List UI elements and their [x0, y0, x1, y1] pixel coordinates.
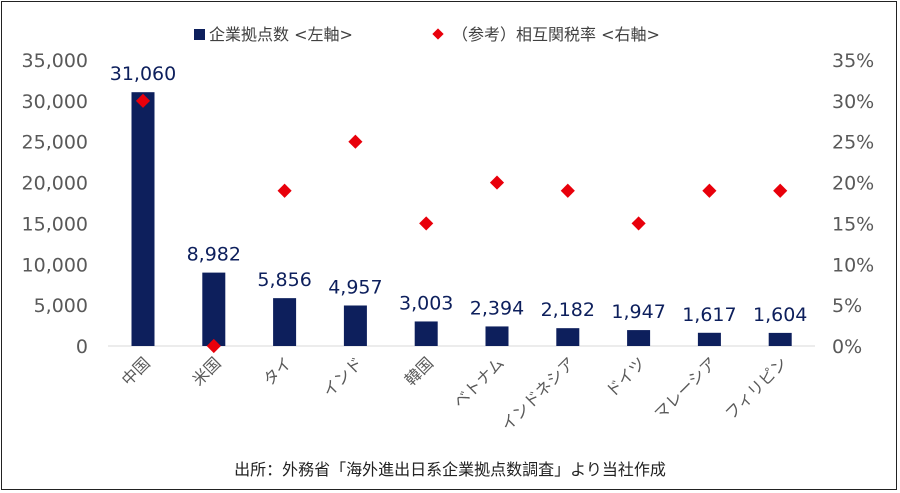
bar-value-label: 5,856: [257, 269, 311, 291]
bar: [131, 92, 155, 346]
left-tick-label: 15,000: [22, 213, 88, 235]
bar-value-label: 1,617: [682, 304, 736, 326]
bar: [697, 332, 721, 346]
legend-rate-label: （参考）相互関税率 <右軸>: [452, 25, 660, 44]
bar-value-label: 2,394: [470, 297, 524, 319]
bar-value-label: 8,982: [187, 244, 241, 266]
bar: [414, 321, 438, 346]
right-tick-label: 0%: [832, 336, 862, 358]
left-axis: 0 5,000 10,000 15,000 20,000 25,000 30,000 35,0…: [22, 50, 88, 358]
left-tick-label: 30,000: [22, 91, 88, 113]
legend-diamond-swatch: [432, 28, 444, 40]
rate-point: [773, 183, 788, 198]
rate-point: [560, 183, 575, 198]
right-tick-label: 35%: [832, 50, 874, 72]
right-tick-label: 10%: [832, 254, 874, 276]
bar: [556, 328, 580, 346]
rate-point: [702, 183, 717, 198]
rate-point: [277, 183, 292, 198]
bar: [273, 298, 297, 346]
x-tick-label: ベトナム: [449, 353, 507, 411]
rate-point: [489, 175, 505, 190]
left-tick-label: 10,000: [22, 254, 88, 276]
source-note: 出所：外務省「海外進出日系企業拠点数調査」より当社作成: [234, 460, 666, 479]
bars: 31,060 8,982 5,856 4,957 3,003 2,394 2,182 1,94…: [110, 63, 807, 346]
right-tick-label: 30%: [832, 91, 874, 113]
bar-value-label: 2,182: [541, 299, 595, 321]
x-tick-label: タイ: [259, 353, 295, 389]
bar-value-label: 4,957: [328, 276, 382, 298]
rate-point: [348, 134, 363, 149]
bar: [768, 332, 792, 346]
x-tick-label: フィリピン: [721, 353, 791, 423]
rate-point: [631, 216, 646, 231]
x-tick-label: マレーシア: [650, 353, 720, 423]
legend-bar-label: 企業拠点数 <左軸>: [209, 25, 353, 44]
x-tick-label: ドイツ: [602, 353, 649, 400]
bar: [202, 272, 226, 346]
right-tick-label: 25%: [832, 132, 874, 154]
left-tick-label: 25,000: [22, 132, 88, 154]
bar: [485, 326, 509, 346]
right-tick-label: 15%: [832, 213, 874, 235]
legend: 企業拠点数 <左軸> （参考）相互関税率 <右軸>: [194, 25, 660, 44]
x-tick-label: 韓国: [401, 353, 437, 389]
left-tick-label: 0: [76, 336, 88, 358]
right-tick-label: 20%: [832, 173, 874, 195]
right-tick-label: 5%: [832, 295, 862, 317]
bar-value-label: 31,060: [110, 63, 176, 85]
bar-value-label: 1,947: [611, 301, 665, 323]
bar-value-label: 3,003: [399, 292, 453, 314]
x-tick-label: 米国: [189, 353, 225, 389]
left-tick-label: 20,000: [22, 173, 88, 195]
bar: [343, 305, 367, 346]
x-tick-label: インドネシア: [497, 353, 578, 434]
x-tick-label: インド: [319, 353, 366, 400]
rate-point: [206, 338, 221, 354]
left-tick-label: 35,000: [22, 50, 88, 72]
left-tick-label: 5,000: [34, 295, 88, 317]
rate-points: [135, 93, 788, 354]
right-axis: 0% 5% 10% 15% 20% 25% 30% 35%: [832, 50, 874, 358]
legend-bar-swatch: [194, 29, 205, 40]
x-tick-label: 中国: [118, 353, 154, 389]
bar-value-label: 1,604: [753, 304, 807, 326]
bar: [627, 330, 651, 346]
rate-point: [419, 216, 434, 231]
